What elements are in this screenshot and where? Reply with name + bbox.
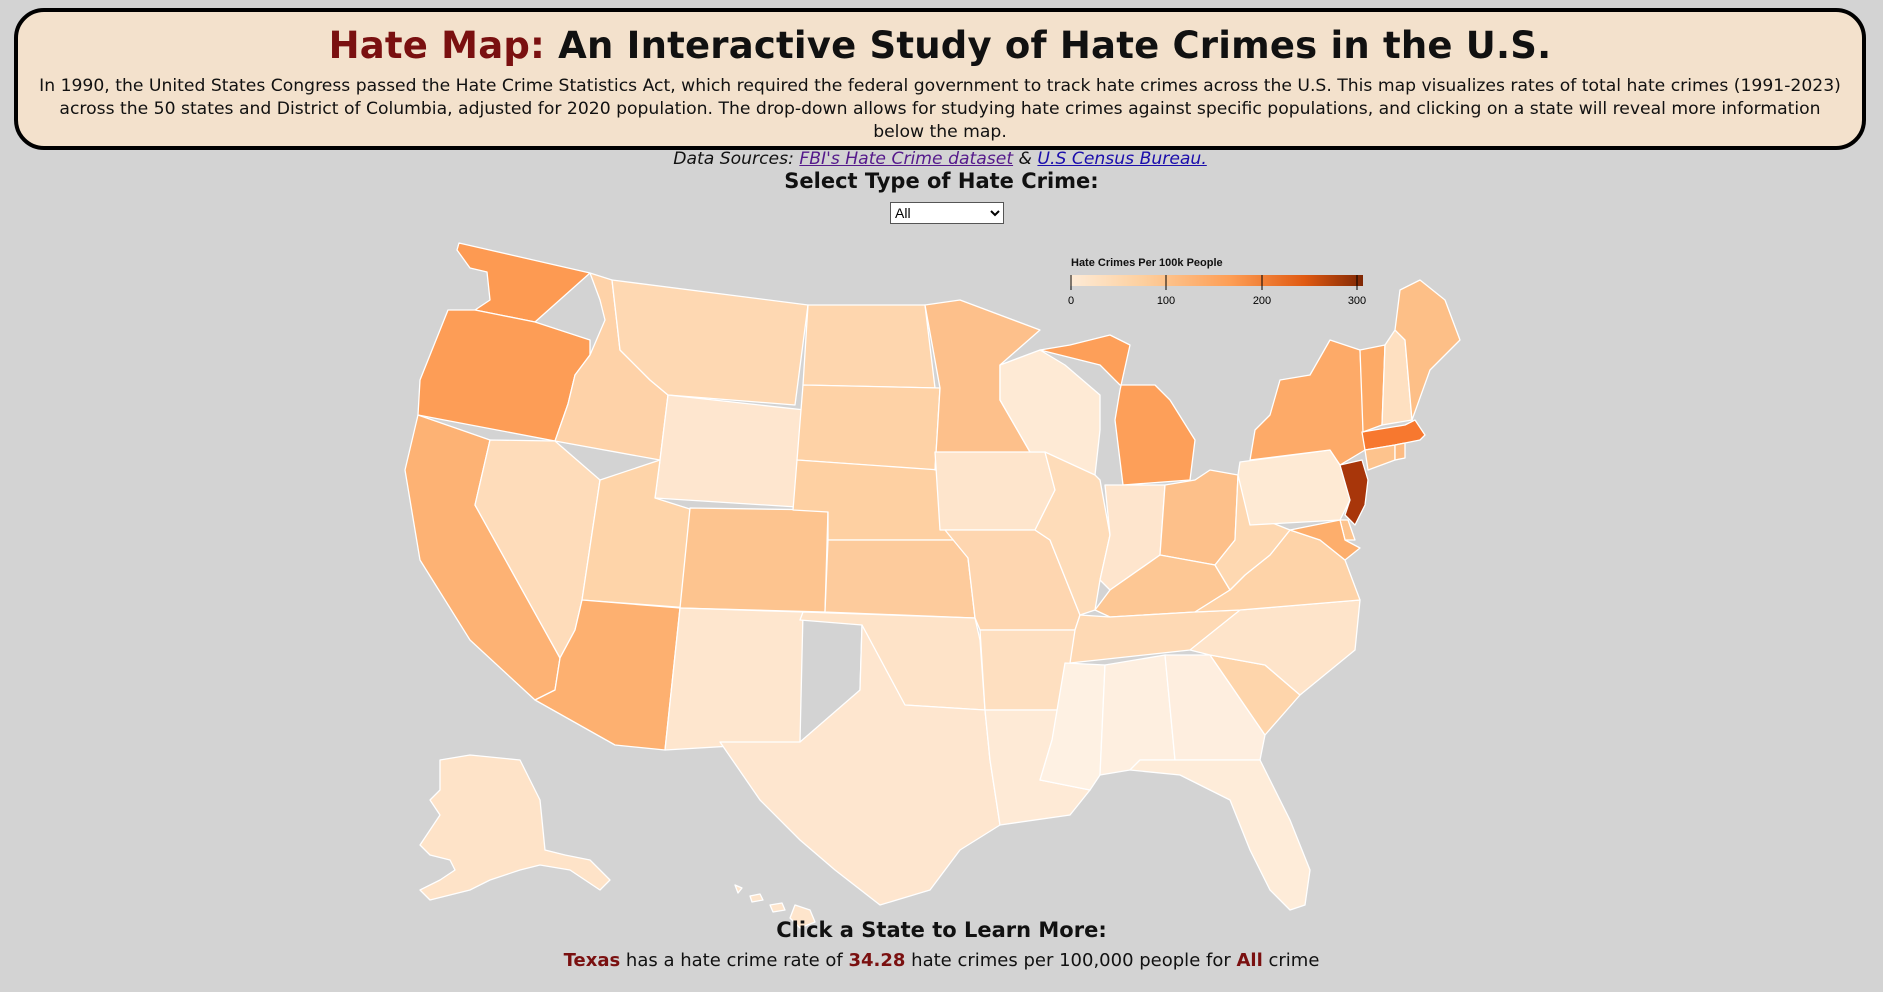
crime-type-select-wrap: All (890, 202, 1004, 224)
page-title-accent: Hate Map: (328, 24, 546, 67)
state-info-text: Texas has a hate crime rate of 34.28 hat… (0, 950, 1883, 971)
state-pennsylvania[interactable] (1237, 449, 1351, 526)
page-title: Hate Map: An Interactive Study of Hate C… (18, 24, 1862, 67)
sources-ampersand: & (1018, 149, 1032, 169)
info-text-1: has a hate crime rate of (625, 950, 843, 971)
map-legend: 0 100 200 300 (1068, 275, 1366, 307)
state-florida[interactable] (1129, 759, 1311, 911)
legend-title: Hate Crimes Per 100k People (1071, 257, 1223, 269)
census-bureau-link[interactable]: U.S Census Bureau. (1037, 149, 1207, 169)
info-text-2: hate crimes per 100,000 people for (911, 950, 1231, 971)
selected-state-rate: 34.28 (848, 950, 906, 971)
state-michigan[interactable] (1039, 334, 1196, 486)
state-colorado[interactable] (679, 507, 829, 613)
state-maine[interactable] (1394, 279, 1461, 421)
state-rhode-island[interactable] (1394, 442, 1406, 461)
legend-tick-label-200: 200 (1253, 295, 1271, 307)
page-title-rest: An Interactive Study of Hate Crimes in t… (558, 24, 1552, 67)
fbi-dataset-link[interactable]: FBI's Hate Crime dataset (799, 149, 1014, 169)
crime-type-select[interactable]: All (890, 202, 1004, 224)
state-kansas[interactable] (824, 539, 976, 619)
state-alabama[interactable] (1099, 654, 1176, 776)
state-georgia[interactable] (1164, 654, 1266, 761)
selected-state-name: Texas (563, 950, 621, 971)
state-connecticut[interactable] (1364, 444, 1396, 471)
legend-color-bar (1070, 275, 1363, 286)
state-new-york[interactable] (1249, 339, 1366, 466)
info-text-3: crime (1268, 950, 1320, 971)
state-maryland[interactable] (1289, 519, 1361, 561)
data-sources-label: Data Sources: (673, 149, 794, 169)
data-sources: Data Sources: FBI's Hate Crime dataset &… (18, 149, 1862, 169)
state-wyoming[interactable] (654, 394, 806, 508)
legend-tick-label-300: 300 (1348, 295, 1366, 307)
state-hawaii[interactable] (734, 884, 816, 929)
state-iowa[interactable] (934, 451, 1056, 531)
selected-category: All (1236, 950, 1263, 971)
legend-tick-label-100: 100 (1157, 295, 1175, 307)
select-crime-type-label: Select Type of Hate Crime: (784, 169, 1099, 193)
state-south-dakota[interactable] (796, 384, 941, 471)
state-vermont[interactable] (1359, 344, 1386, 433)
state-west-virginia[interactable] (1214, 474, 1291, 591)
click-state-title: Click a State to Learn More: (776, 918, 1107, 942)
legend-tick-label-0: 0 (1068, 295, 1074, 307)
page-description: In 1990, the United States Congress pass… (39, 76, 1841, 142)
state-new-mexico[interactable] (664, 607, 804, 751)
state-north-dakota[interactable] (802, 304, 936, 389)
state-new-jersey[interactable] (1339, 459, 1369, 526)
header-banner: Hate Map: An Interactive Study of Hate C… (14, 8, 1866, 169)
state-alaska[interactable] (419, 754, 611, 901)
